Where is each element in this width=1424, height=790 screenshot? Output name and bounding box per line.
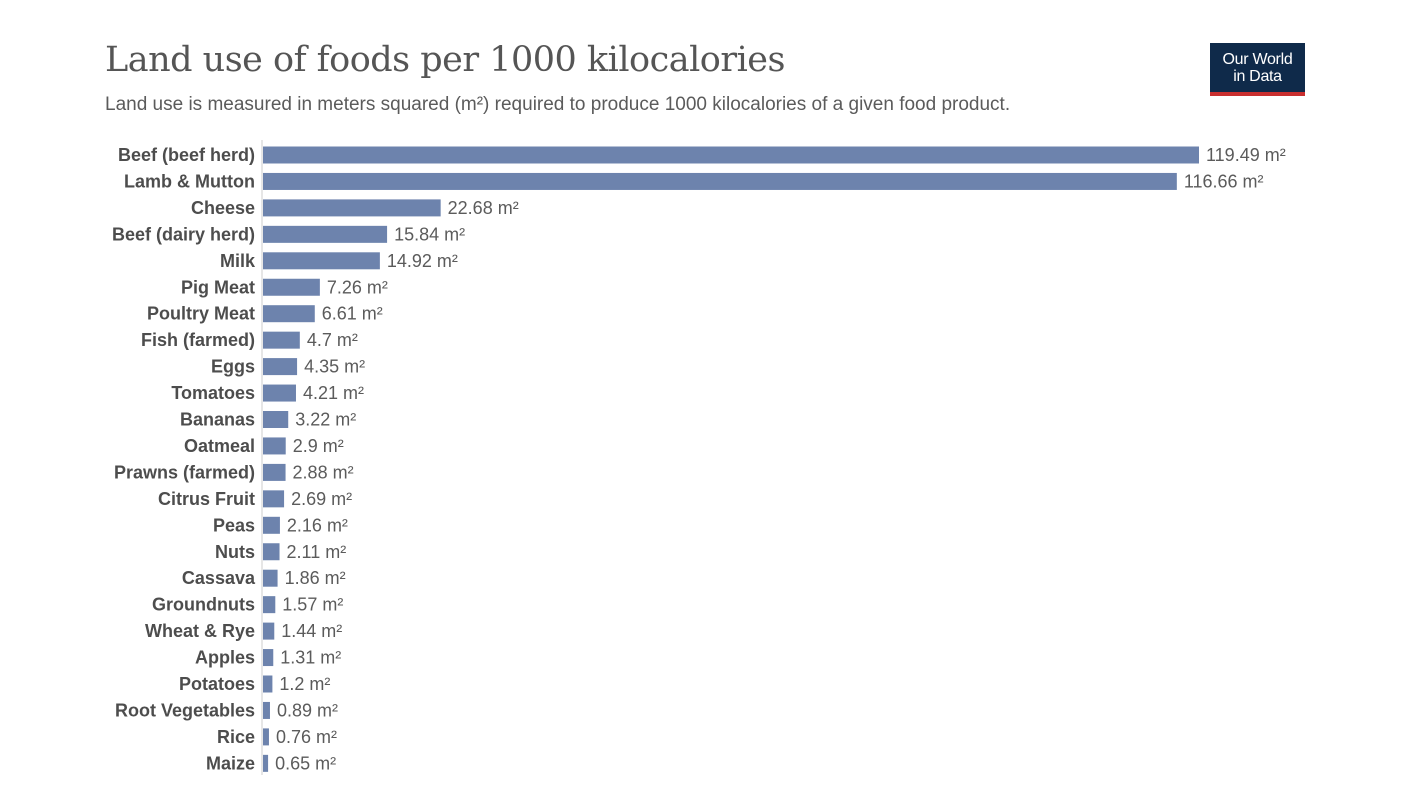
value-label-oatmeal: 2.9 m² — [293, 436, 344, 456]
value-label-bananas: 3.22 m² — [295, 410, 356, 430]
logo-line-1: Our World — [1222, 50, 1293, 68]
category-label-beef-dairy-herd: Beef (dairy herd) — [112, 224, 255, 244]
bar-cassava[interactable] — [263, 569, 278, 587]
category-label-fish-farmed: Fish (farmed) — [141, 330, 255, 350]
bar-lamb-mutton[interactable] — [263, 172, 1177, 190]
category-label-groundnuts: Groundnuts — [152, 595, 255, 615]
category-label-poultry-meat: Poultry Meat — [147, 304, 255, 324]
value-label-lamb-mutton: 116.66 m² — [1184, 171, 1264, 191]
category-label-prawns-farmed: Prawns (farmed) — [114, 462, 255, 482]
bar-beef-beef-herd[interactable] — [263, 146, 1199, 164]
value-label-tomatoes: 4.21 m² — [303, 383, 364, 403]
value-label-rice: 0.76 m² — [276, 727, 337, 747]
value-label-peas: 2.16 m² — [287, 515, 348, 535]
bars-group: Beef (beef herd) 119.49 m² Lamb & Mutton 11… — [112, 145, 1286, 773]
value-label-eggs: 4.35 m² — [304, 357, 365, 377]
chart-title: Land use of foods per 1000 kilocalories — [105, 40, 785, 80]
bar-cheese[interactable] — [263, 199, 441, 217]
bar-eggs[interactable] — [263, 358, 298, 376]
value-label-beef-dairy-herd: 15.84 m² — [394, 224, 465, 244]
bar-pig-meat[interactable] — [263, 278, 320, 296]
value-label-cassava: 1.86 m² — [285, 568, 346, 588]
bar-rice[interactable] — [263, 728, 269, 746]
value-label-root-vegetables: 0.89 m² — [277, 700, 338, 720]
category-label-beef-beef-herd: Beef (beef herd) — [118, 145, 255, 165]
category-label-rice: Rice — [217, 727, 255, 747]
category-label-cassava: Cassava — [182, 568, 256, 588]
value-label-fish-farmed: 4.7 m² — [307, 330, 358, 350]
category-label-maize: Maize — [206, 753, 255, 773]
category-label-apples: Apples — [195, 648, 255, 668]
bar-citrus-fruit[interactable] — [263, 490, 285, 508]
category-label-tomatoes: Tomatoes — [171, 383, 255, 403]
category-label-root-vegetables: Root Vegetables — [115, 700, 255, 720]
value-label-wheat-rye: 1.44 m² — [281, 621, 342, 641]
value-label-groundnuts: 1.57 m² — [282, 595, 343, 615]
category-label-peas: Peas — [213, 515, 255, 535]
bar-bananas[interactable] — [263, 411, 289, 428]
bar-poultry-meat[interactable] — [263, 305, 315, 323]
category-label-nuts: Nuts — [215, 542, 255, 562]
bar-prawns-farmed[interactable] — [263, 463, 286, 481]
value-label-prawns-farmed: 2.88 m² — [293, 462, 354, 482]
value-label-pig-meat: 7.26 m² — [327, 277, 388, 297]
bar-oatmeal[interactable] — [263, 437, 286, 455]
value-label-maize: 0.65 m² — [275, 753, 336, 773]
owid-logo[interactable]: Our World in Data — [1210, 43, 1305, 96]
bar-wheat-rye[interactable] — [263, 622, 275, 640]
bar-potatoes[interactable] — [263, 675, 273, 693]
bar-root-vegetables[interactable] — [263, 701, 270, 719]
category-label-eggs: Eggs — [211, 357, 255, 377]
value-label-potatoes: 1.2 m² — [279, 674, 330, 694]
category-label-wheat-rye: Wheat & Rye — [145, 621, 255, 641]
chart-subtitle: Land use is measured in meters squared (… — [105, 94, 1011, 115]
bar-fish-farmed[interactable] — [263, 331, 300, 349]
bar-nuts[interactable] — [263, 543, 280, 561]
value-label-milk: 14.92 m² — [387, 251, 458, 271]
value-label-cheese: 22.68 m² — [448, 198, 519, 218]
category-label-bananas: Bananas — [180, 410, 255, 430]
category-label-lamb-mutton: Lamb & Mutton — [124, 171, 255, 191]
value-label-beef-beef-herd: 119.49 m² — [1206, 145, 1286, 165]
category-label-cheese: Cheese — [191, 198, 255, 218]
value-label-poultry-meat: 6.61 m² — [322, 304, 383, 324]
value-label-apples: 1.31 m² — [280, 648, 341, 668]
bar-apples[interactable] — [263, 649, 274, 667]
category-label-milk: Milk — [220, 251, 256, 271]
category-label-pig-meat: Pig Meat — [181, 277, 255, 297]
category-label-citrus-fruit: Citrus Fruit — [158, 489, 255, 509]
bar-milk[interactable] — [263, 252, 380, 270]
bar-maize[interactable] — [263, 754, 269, 772]
category-label-oatmeal: Oatmeal — [184, 436, 255, 456]
logo-line-2: in Data — [1233, 67, 1282, 85]
value-label-citrus-fruit: 2.69 m² — [291, 489, 352, 509]
bar-groundnuts[interactable] — [263, 596, 276, 614]
value-label-nuts: 2.11 m² — [287, 542, 347, 562]
bar-beef-dairy-herd[interactable] — [263, 225, 388, 243]
bar-tomatoes[interactable] — [263, 384, 296, 402]
category-label-potatoes: Potatoes — [179, 674, 255, 694]
bar-peas[interactable] — [263, 516, 280, 534]
